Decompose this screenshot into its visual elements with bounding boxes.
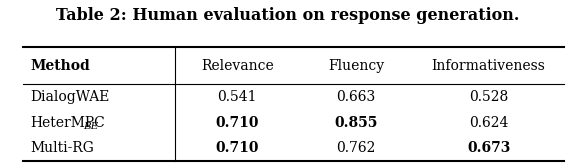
Text: BE: BE: [83, 122, 98, 131]
Text: Informativeness: Informativeness: [431, 58, 545, 73]
Text: Relevance: Relevance: [201, 58, 274, 73]
Text: 0.710: 0.710: [215, 141, 259, 155]
Text: 0.663: 0.663: [336, 90, 376, 104]
Text: 0.762: 0.762: [336, 141, 376, 155]
Text: 0.624: 0.624: [469, 116, 508, 130]
Text: 0.541: 0.541: [218, 90, 257, 104]
Text: Multi-RG: Multi-RG: [30, 141, 94, 155]
Text: DialogWAE: DialogWAE: [30, 90, 109, 104]
Text: HeterMPC: HeterMPC: [30, 116, 105, 130]
Text: Table 2: Human evaluation on response generation.: Table 2: Human evaluation on response ge…: [56, 7, 520, 24]
Text: 0.855: 0.855: [335, 116, 378, 130]
Text: Fluency: Fluency: [328, 58, 384, 73]
Text: Method: Method: [30, 58, 90, 73]
Text: 0.673: 0.673: [467, 141, 510, 155]
Text: 0.528: 0.528: [469, 90, 508, 104]
Text: 0.710: 0.710: [215, 116, 259, 130]
